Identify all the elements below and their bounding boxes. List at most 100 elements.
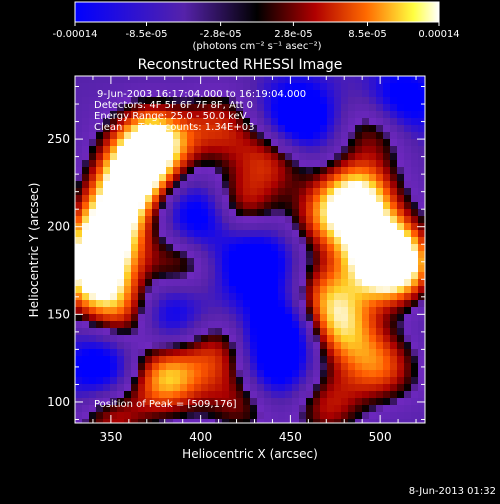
heatmap-cell <box>243 335 250 342</box>
heatmap-cell <box>131 160 138 167</box>
heatmap-cell <box>159 370 166 377</box>
heatmap-cell <box>180 405 187 412</box>
heatmap-cell <box>75 412 82 419</box>
heatmap-cell <box>110 139 117 146</box>
heatmap-cell <box>313 405 320 412</box>
heatmap-cell <box>341 405 348 412</box>
heatmap-cell <box>320 251 327 258</box>
heatmap-cell <box>334 118 341 125</box>
heatmap-cell <box>257 209 264 216</box>
heatmap-cell <box>292 363 299 370</box>
heatmap-cell <box>390 167 397 174</box>
heatmap-cell <box>201 230 208 237</box>
heatmap-cell <box>334 412 341 419</box>
heatmap-cell <box>103 209 110 216</box>
heatmap-cell <box>82 286 89 293</box>
heatmap-cell <box>166 342 173 349</box>
heatmap-cell <box>75 76 82 83</box>
heatmap-cell <box>117 391 124 398</box>
heatmap-cell <box>96 76 103 83</box>
heatmap-cell <box>404 181 411 188</box>
heatmap-cell <box>138 111 145 118</box>
heatmap-cell <box>236 76 243 83</box>
heatmap-cell <box>271 76 278 83</box>
heatmap-cell <box>152 237 159 244</box>
heatmap-cell <box>250 111 257 118</box>
heatmap-cell <box>271 251 278 258</box>
heatmap-cell <box>229 181 236 188</box>
heatmap-cell <box>418 412 425 419</box>
heatmap-cell <box>152 230 159 237</box>
heatmap-cell <box>250 104 257 111</box>
heatmap-cell <box>320 370 327 377</box>
heatmap-cell <box>341 153 348 160</box>
heatmap-cell <box>348 216 355 223</box>
heatmap-cell <box>89 188 96 195</box>
heatmap-cell <box>103 223 110 230</box>
heatmap-cell <box>383 90 390 97</box>
heatmap-cell <box>152 384 159 391</box>
heatmap-cell <box>271 181 278 188</box>
heatmap-cell <box>145 97 152 104</box>
heatmap-cell <box>152 83 159 90</box>
heatmap-cell <box>110 391 117 398</box>
heatmap-cell <box>264 125 271 132</box>
heatmap-cell <box>278 167 285 174</box>
heatmap-cell <box>292 83 299 90</box>
heatmap-cell <box>208 125 215 132</box>
heatmap-cell <box>285 342 292 349</box>
heatmap-cell <box>411 335 418 342</box>
heatmap-cell <box>397 174 404 181</box>
heatmap-cell <box>320 202 327 209</box>
heatmap-cell <box>383 328 390 335</box>
heatmap-cell <box>159 167 166 174</box>
heatmap-cell <box>285 265 292 272</box>
heatmap-cell <box>292 146 299 153</box>
heatmap-cell <box>166 300 173 307</box>
heatmap-cell <box>348 146 355 153</box>
heatmap-cell <box>418 300 425 307</box>
heatmap-cell <box>397 412 404 419</box>
heatmap-cell <box>222 356 229 363</box>
heatmap-cell <box>299 412 306 419</box>
heatmap-cell <box>208 202 215 209</box>
heatmap-cell <box>117 405 124 412</box>
heatmap-cell <box>187 391 194 398</box>
heatmap-cell <box>341 258 348 265</box>
heatmap-cell <box>292 209 299 216</box>
heatmap-cell <box>229 412 236 419</box>
heatmap-cell <box>390 258 397 265</box>
heatmap-cell <box>166 398 173 405</box>
heatmap-cell <box>131 363 138 370</box>
heatmap-cell <box>299 188 306 195</box>
heatmap-cell <box>110 363 117 370</box>
heatmap-cell <box>383 230 390 237</box>
heatmap-cell <box>187 167 194 174</box>
heatmap-cell <box>320 356 327 363</box>
heatmap-cell <box>250 230 257 237</box>
heatmap-cell <box>285 118 292 125</box>
heatmap-cell <box>362 370 369 377</box>
heatmap-cell <box>418 279 425 286</box>
heatmap-cell <box>348 209 355 216</box>
heatmap-cell <box>243 90 250 97</box>
heatmap-cell <box>89 307 96 314</box>
heatmap-cell <box>383 272 390 279</box>
heatmap-cell <box>362 286 369 293</box>
heatmap-cell <box>138 419 145 423</box>
heatmap-cell <box>110 265 117 272</box>
heatmap-cell <box>236 307 243 314</box>
heatmap-cell <box>166 230 173 237</box>
heatmap-cell <box>222 300 229 307</box>
heatmap-cell <box>103 314 110 321</box>
heatmap-cell <box>313 335 320 342</box>
heatmap-cell <box>341 90 348 97</box>
heatmap-cell <box>152 286 159 293</box>
heatmap-cell <box>159 174 166 181</box>
heatmap-cell <box>257 188 264 195</box>
heatmap-cell <box>250 356 257 363</box>
heatmap-cell <box>82 405 89 412</box>
heatmap-cell <box>145 223 152 230</box>
heatmap-cell <box>313 286 320 293</box>
